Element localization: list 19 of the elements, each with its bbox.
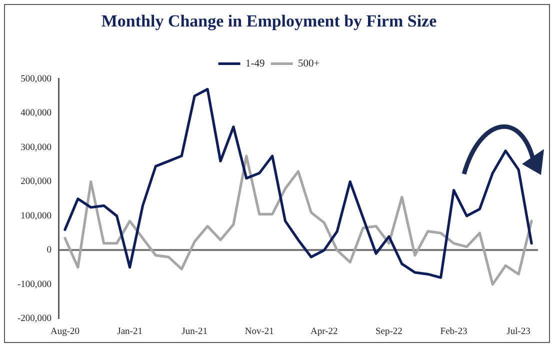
chart-title: Monthly Change in Employment by Firm Size [101,12,438,31]
y-tick-label: -200,000 [17,314,52,324]
x-tick-label: Nov-21 [244,326,274,337]
legend-label: 500+ [298,58,320,70]
y-tick-label: 400,000 [20,108,52,119]
legend-label: 1-49 [246,58,265,70]
y-tick-label: 0 [46,246,52,256]
y-tick-label: 300,000 [20,142,52,153]
x-tick-label: Apr-22 [310,326,338,337]
x-tick-label: Sep-22 [376,326,403,337]
y-tick-label: 200,000 [20,177,52,188]
y-tick-label: 500,000 [20,74,52,84]
x-tick-label: Jan-21 [117,326,143,337]
x-tick-label: Aug-20 [50,326,80,337]
x-tick-label: Jun-21 [182,326,208,337]
y-tick-label: -100,000 [17,280,52,290]
y-tick-label: 100,000 [20,211,52,222]
x-tick-label: Feb-23 [440,326,468,337]
x-tick-label: Jul-23 [506,326,531,337]
